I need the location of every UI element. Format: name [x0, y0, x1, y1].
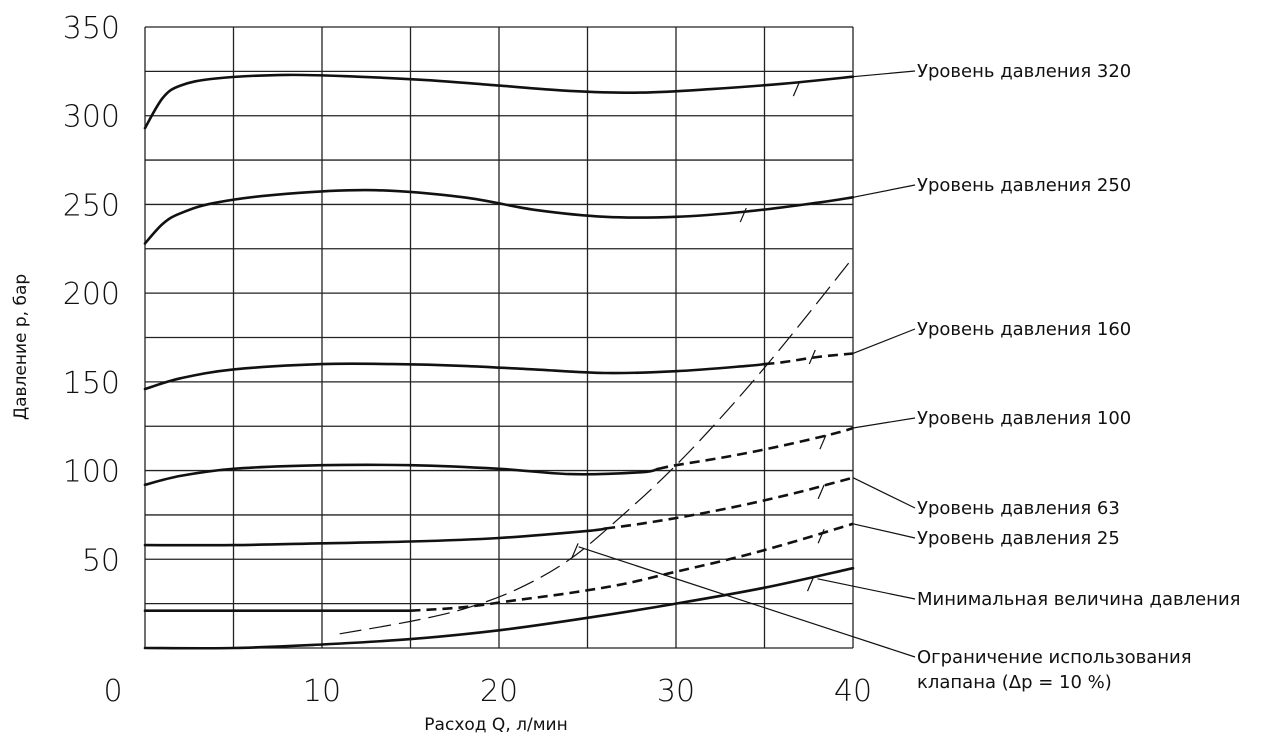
callout-leader: [852, 184, 916, 198]
callout-label: Уровень давления 100: [917, 408, 1131, 429]
callout-label: Уровень давления 63: [917, 498, 1120, 519]
callout-label: клапана (Δp = 10 %): [917, 672, 1112, 693]
y-tick-label: 300: [63, 100, 120, 135]
y-axis-label: Давление p, бар: [11, 274, 31, 420]
curve-tick-mark: [819, 434, 827, 450]
x-axis-label: Расход Q, л/мин: [424, 715, 567, 735]
y-axis-ticks: 50 100 150 200 250 300 350: [63, 11, 120, 578]
callout-leaders: [578, 70, 916, 658]
y-tick-label: 150: [63, 366, 120, 401]
curve-уровень-давления-63-dashed: [605, 476, 854, 530]
curve-уровень-давления-25-dashed: [410, 522, 854, 612]
callout-label: Минимальная величина давления: [917, 589, 1240, 610]
curve-tick-mark: [571, 543, 579, 558]
y-tick-label: 50: [82, 543, 120, 578]
curve-уровень-давления-160-dashed: [764, 352, 854, 366]
curve-tick-mark: [817, 528, 825, 544]
y-tick-label: 200: [63, 277, 120, 312]
chart-curves: [143, 73, 855, 650]
y-tick-label: 100: [63, 455, 120, 490]
callout-leader: [852, 523, 916, 539]
curve-tick-mark: [808, 349, 816, 365]
y-tick-label: 350: [63, 11, 120, 46]
curve-tick-mark: [739, 207, 747, 223]
curve-уровень-давления-160-solid: [143, 362, 766, 391]
x-tick-label: 40: [834, 674, 872, 709]
curve-tick-mark: [817, 484, 825, 500]
y-tick-label: 250: [63, 188, 120, 223]
callout-label: Ограничение использования: [917, 647, 1192, 668]
x-tick-label: 0: [103, 674, 122, 709]
callout-leader: [852, 417, 916, 429]
x-tick-label: 10: [303, 674, 341, 709]
callout-leader: [817, 578, 916, 600]
curve-valve-limit: [339, 257, 854, 635]
callout-label: Уровень давления 250: [917, 175, 1131, 196]
curve-tick-mark: [806, 576, 815, 592]
callout-leader: [852, 477, 916, 509]
curve-минимальная-величина-давления: [143, 566, 855, 650]
curve-уровень-давления-250: [143, 188, 855, 245]
curve-уровень-давления-100-dashed: [658, 426, 854, 471]
x-axis-ticks: 0 10 20 30 40: [103, 674, 872, 709]
curve-уровень-давления-320: [143, 73, 855, 130]
curve-уровень-давления-100-solid: [143, 463, 660, 487]
callout-label: Уровень давления 25: [917, 528, 1120, 549]
callout-leader: [852, 70, 916, 78]
callout-label: Уровень давления 320: [917, 61, 1131, 82]
callout-leader: [852, 328, 916, 355]
callout-labels: Уровень давления 320 Уровень давления 250…: [917, 61, 1240, 693]
chart-grid: [144, 26, 854, 649]
x-tick-label: 30: [657, 674, 695, 709]
callout-label: Уровень давления 160: [917, 319, 1131, 340]
curve-tick-mark: [792, 81, 800, 97]
x-tick-label: 20: [480, 674, 518, 709]
curve-уровень-давления-63-solid: [143, 527, 607, 547]
callout-leader: [578, 546, 916, 658]
